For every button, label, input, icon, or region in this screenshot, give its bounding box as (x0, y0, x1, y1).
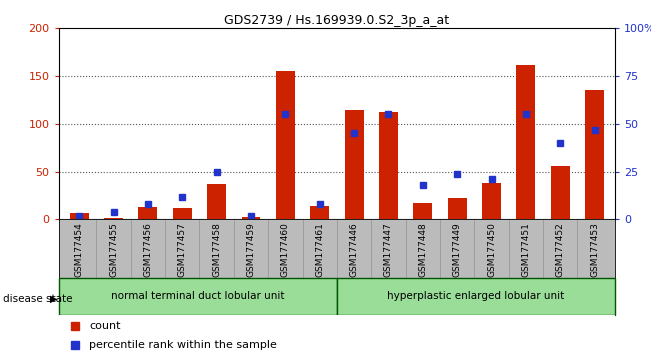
Bar (585, 91, 604, 219)
Bar (70, 213, 89, 219)
Bar (173, 208, 192, 219)
Bar (516, 65, 535, 219)
Text: GSM177446: GSM177446 (350, 222, 359, 277)
Text: hyperplastic enlarged lobular unit: hyperplastic enlarged lobular unit (387, 291, 564, 302)
Bar (482, 183, 501, 219)
Text: normal terminal duct lobular unit: normal terminal duct lobular unit (111, 291, 284, 302)
Text: GSM177448: GSM177448 (419, 222, 427, 277)
Text: GSM177459: GSM177459 (247, 222, 255, 277)
Text: GSM177455: GSM177455 (109, 222, 118, 277)
Text: GSM177454: GSM177454 (75, 222, 84, 277)
Text: disease state: disease state (3, 294, 73, 304)
Bar (276, 72, 295, 219)
Bar (413, 203, 432, 219)
Text: percentile rank within the sample: percentile rank within the sample (89, 341, 277, 350)
Bar (311, 206, 329, 219)
Text: GSM177452: GSM177452 (556, 222, 564, 277)
Bar (551, 166, 570, 219)
Text: GSM177458: GSM177458 (212, 222, 221, 277)
Text: GSM177450: GSM177450 (487, 222, 496, 277)
Bar (104, 218, 123, 219)
Text: GSM177457: GSM177457 (178, 222, 187, 277)
Text: GSM177447: GSM177447 (384, 222, 393, 277)
Bar (337, 278, 615, 315)
Text: GSM177456: GSM177456 (143, 222, 152, 277)
Text: GSM177449: GSM177449 (452, 222, 462, 277)
Text: ▶: ▶ (49, 294, 57, 304)
Text: GSM177460: GSM177460 (281, 222, 290, 277)
Bar (139, 207, 158, 219)
Bar (59, 278, 337, 315)
Text: GSM177461: GSM177461 (315, 222, 324, 277)
Bar (242, 217, 260, 219)
Title: GDS2739 / Hs.169939.0.S2_3p_a_at: GDS2739 / Hs.169939.0.S2_3p_a_at (225, 14, 449, 27)
Bar (207, 184, 226, 219)
Text: GSM177453: GSM177453 (590, 222, 599, 277)
Text: GSM177451: GSM177451 (521, 222, 531, 277)
Bar (344, 110, 363, 219)
Text: count: count (89, 321, 120, 331)
Bar (448, 199, 467, 219)
Bar (379, 113, 398, 219)
